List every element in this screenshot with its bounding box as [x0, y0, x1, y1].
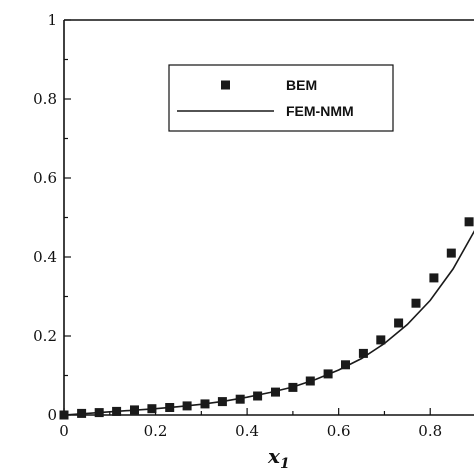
- bem-point: [411, 298, 421, 308]
- bem-point: [217, 397, 227, 407]
- bem-point: [305, 376, 315, 386]
- x-tick-label: 0.6: [327, 422, 351, 440]
- x-axis-label: x1: [267, 444, 290, 472]
- x-tick-label: 0: [59, 422, 69, 440]
- x-tick-label: 0.8: [418, 422, 442, 440]
- x-tick-label: 0.4: [235, 422, 259, 440]
- legend-label: BEM: [286, 77, 317, 93]
- bem-point: [394, 318, 404, 328]
- bem-point: [464, 217, 474, 227]
- plot-area: [59, 217, 474, 420]
- bem-point: [376, 335, 386, 345]
- bem-point: [200, 399, 210, 409]
- bem-point: [271, 387, 280, 397]
- bem-point: [182, 401, 192, 411]
- bem-point: [59, 410, 69, 420]
- bem-point: [147, 404, 157, 414]
- bem-point: [94, 408, 104, 418]
- bem-point: [288, 382, 298, 392]
- fem-nmm-line: [63, 230, 474, 416]
- bem-point: [341, 360, 350, 370]
- bem-point: [429, 273, 439, 283]
- y-tick-label: 0.8: [33, 90, 57, 108]
- bem-point: [446, 248, 456, 258]
- y-tick-label: 1: [47, 11, 57, 29]
- bem-point: [77, 408, 87, 418]
- y-tick-label: 0: [47, 406, 57, 424]
- y-tick-label: 0.4: [33, 248, 57, 266]
- bem-point: [130, 405, 139, 415]
- bem-point: [253, 391, 263, 401]
- legend-label: FEM-NMM: [286, 103, 354, 119]
- bem-point: [358, 348, 368, 358]
- y-tick-label: 0.2: [33, 327, 57, 345]
- bem-point: [323, 369, 333, 379]
- legend-marker-bem: [221, 80, 230, 90]
- bem-point: [165, 403, 175, 412]
- x-tick-label: 0.2: [144, 422, 168, 440]
- bem-point: [112, 406, 122, 416]
- bem-point: [235, 394, 245, 404]
- y-tick-label: 0.6: [33, 169, 57, 187]
- legend-box: [168, 64, 394, 132]
